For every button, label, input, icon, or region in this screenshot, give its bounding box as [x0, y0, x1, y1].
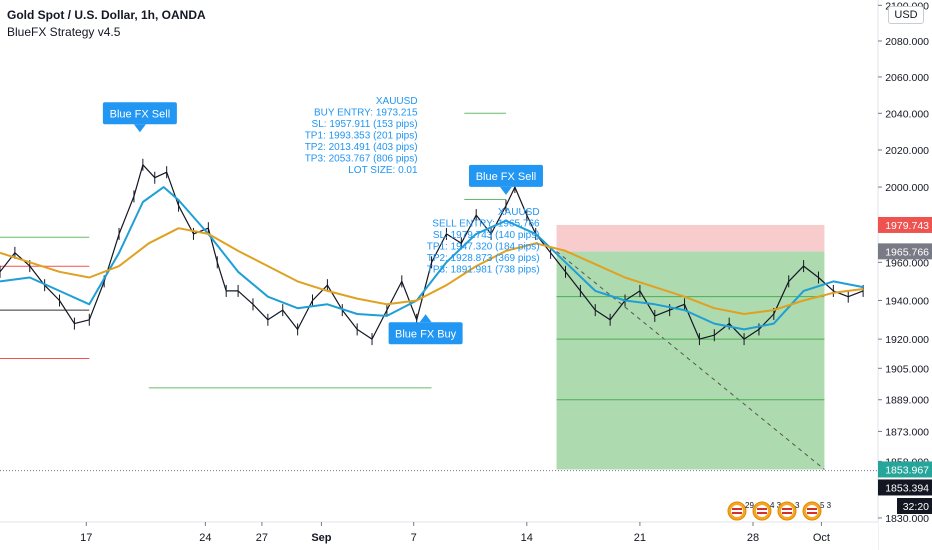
y-tick-label: 2060.000 [885, 72, 929, 84]
x-tick-label: 21 [634, 532, 646, 544]
event-badge-3[interactable]: 5 3 [802, 501, 832, 521]
signal-labels[interactable]: Blue FX Sell Blue FX Sell Blue FX Buy [102, 102, 543, 345]
annotation-line: TP1: 1993.353 (201 pips) [305, 131, 418, 142]
countdown-text: 32:20 [903, 501, 929, 513]
trade-zones [556, 224, 825, 470]
annotation-line: TP3: 1891.981 (738 pips) [427, 264, 540, 275]
signal-box [102, 102, 177, 125]
y-tick-label: 2080.000 [885, 36, 929, 48]
y-tick-label: 1920.000 [885, 334, 929, 346]
countdown-bg [897, 498, 932, 514]
x-tick-label: 28 [747, 532, 759, 544]
event-badge-0[interactable]: 29 [727, 501, 754, 521]
annotation-line: SELL ENTRY: 1965.766 [432, 218, 540, 229]
flag-stripe [757, 512, 767, 514]
series-line-2 [0, 227, 864, 315]
signal-pointer [419, 314, 432, 323]
flag-stripe [732, 508, 742, 510]
annotation-line: TP2: 1928.873 (369 pips) [427, 253, 540, 264]
signal-text: Blue FX Sell [476, 171, 537, 183]
signal-label-1[interactable]: Blue FX Sell [468, 164, 543, 195]
y-tick-label: 1889.000 [885, 395, 929, 407]
time-axis[interactable]: 17 24 27 Sep 7 14 21 28 Oct [0, 521, 878, 550]
flag-stripe [807, 512, 817, 514]
flag-stripe [732, 512, 742, 514]
x-tick-label: 24 [199, 532, 211, 544]
x-tick-label: 14 [521, 532, 533, 544]
price-axis-bg [878, 0, 932, 550]
flag-stripe [782, 512, 792, 514]
annotation-line: SL: 1979.743 (140 pips) [433, 230, 540, 241]
trend-dashed-line [556, 250, 825, 470]
signal-box [468, 164, 543, 187]
badge-count: 5 3 [820, 501, 832, 510]
badge-count: 3 [795, 501, 800, 510]
event-badge-2[interactable]: 3 [777, 501, 800, 521]
price-label-bg [878, 461, 932, 478]
annotation-line: XAUUSD [498, 207, 540, 218]
annotation-line: SL: 1957.911 (153 pips) [312, 119, 418, 130]
signal-text: Blue FX Sell [110, 108, 171, 120]
level-lines [0, 112, 878, 472]
y-tick-label: 1905.000 [885, 363, 929, 375]
event-badges[interactable]: 29 4 3 3 5 3 [727, 501, 832, 521]
x-tick-label: Oct [813, 532, 830, 544]
x-tick-label: 17 [80, 532, 92, 544]
us-flag-icon [756, 505, 768, 517]
us-flag-icon [731, 505, 743, 517]
signal-box [388, 322, 463, 345]
event-badge-1[interactable]: 4 3 [752, 501, 782, 521]
y-tick-label: 2020.000 [885, 145, 929, 157]
price-axis[interactable]: 2100.0002080.0002060.0002040.0002020.000… [877, 0, 932, 550]
y-tick-label: 1873.000 [885, 426, 929, 438]
annotation-line: TP2: 2013.491 (403 pips) [305, 142, 418, 153]
price-label: 1965.766 [885, 246, 929, 258]
flag-stripe [782, 508, 792, 510]
signal-pointer [133, 124, 146, 133]
annotation-line: LOT SIZE: 0.01 [348, 165, 418, 176]
us-flag-icon [781, 505, 793, 517]
y-tick-label: 1940.000 [885, 296, 929, 308]
us-flag-icon [806, 505, 818, 517]
signal-text: Blue FX Buy [395, 328, 457, 340]
price-label: 1979.743 [885, 220, 929, 232]
price-label-bg [878, 479, 932, 496]
signal-pointer [499, 186, 512, 195]
time-axis-bg [0, 522, 878, 550]
y-tick-label: 2040.000 [885, 108, 929, 120]
annotation-line: TP1: 1947.320 (184 pips) [427, 241, 540, 252]
flag-stripe [807, 508, 817, 510]
series-lines [0, 158, 864, 346]
y-tick-label: 1960.000 [885, 257, 929, 269]
annotation-line: TP3: 2053.767 (806 pips) [305, 154, 418, 165]
badge-count: 4 3 [770, 501, 782, 510]
x-tick-label: Sep [311, 532, 331, 544]
y-tick-label: 2000.000 [885, 182, 929, 194]
price-label-bg [878, 216, 932, 233]
x-tick-label: 27 [256, 532, 268, 544]
flag-stripe [757, 508, 767, 510]
symbol-title: Gold Spot / U.S. Dollar, 1h, OANDA [7, 8, 206, 22]
indicator-title: BlueFX Strategy v4.5 [7, 25, 121, 39]
stop-zone [556, 224, 825, 252]
currency-button[interactable]: USD [888, 6, 924, 24]
price-label: 1853.394 [885, 482, 929, 494]
signal-label-0[interactable]: Blue FX Sell [102, 102, 177, 133]
annotation-line: BUY ENTRY: 1973.215 [314, 108, 418, 119]
annotation-line: XAUUSD [376, 96, 418, 107]
badge-count: 29 [745, 501, 754, 510]
signal-label-2[interactable]: Blue FX Buy [388, 314, 463, 345]
y-tick-label: 1830.000 [885, 513, 929, 525]
price-label-bg [878, 243, 932, 260]
price-label: 1853.967 [885, 464, 929, 476]
x-tick-label: 7 [411, 532, 417, 544]
